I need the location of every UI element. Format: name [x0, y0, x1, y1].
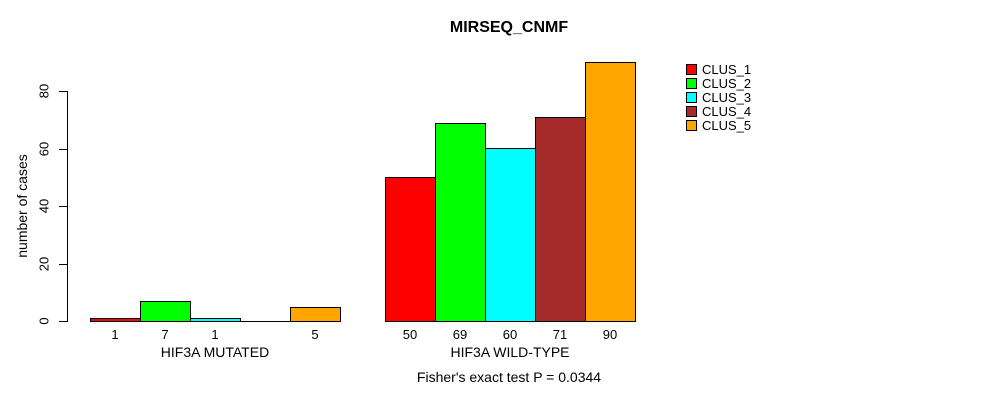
bar-clus_3-mutated	[190, 318, 241, 322]
bar-clus_5-mutated	[290, 307, 341, 322]
legend-item-clus_2: CLUS_2	[686, 77, 751, 90]
legend-label: CLUS_2	[702, 76, 752, 91]
bar-clus_5-wild-type	[585, 62, 636, 322]
bar-clus_1-wild-type	[385, 177, 436, 322]
legend-label: CLUS_1	[702, 62, 752, 77]
y-axis-tick	[59, 149, 67, 150]
bar-clus_2-wild-type	[435, 123, 486, 322]
y-axis-label: number of cases	[14, 154, 30, 258]
legend-item-clus_1: CLUS_1	[686, 63, 751, 76]
fisher-test-annotation: Fisher's exact test P = 0.0344	[416, 369, 602, 385]
y-axis-tick	[59, 91, 67, 92]
bar-value-label: 69	[452, 327, 468, 342]
bar-value-label: 50	[402, 327, 418, 342]
y-axis-tick-label: 80	[36, 83, 52, 99]
legend-item-clus_5: CLUS_5	[686, 119, 751, 132]
bar-clus_4-wild-type	[535, 117, 586, 322]
bar-value-label: 1	[211, 327, 219, 342]
legend: CLUS_1 CLUS_2 CLUS_3 CLUS_4 CLUS_5	[686, 63, 751, 133]
y-axis-tick	[59, 264, 67, 265]
y-axis-line	[67, 91, 68, 322]
legend-label: CLUS_5	[702, 118, 752, 133]
chart-title: MIRSEQ_CNMF	[449, 19, 569, 36]
clus_4-color-swatch	[686, 106, 697, 117]
y-axis-tick	[59, 321, 67, 322]
clus_2-color-swatch	[686, 78, 697, 89]
legend-label: CLUS_4	[702, 104, 752, 119]
clus_5-color-swatch	[686, 120, 697, 131]
bar-value-label: 90	[602, 327, 618, 342]
bar-clus_1-mutated	[90, 318, 141, 322]
group-label: HIF3A MUTATED	[160, 344, 270, 360]
legend-item-clus_4: CLUS_4	[686, 105, 751, 118]
y-axis-tick-label: 40	[36, 198, 52, 214]
bar-value-label: 5	[311, 327, 319, 342]
bar-value-label: 71	[552, 327, 568, 342]
y-axis-tick-label: 60	[36, 141, 52, 157]
bar-value-label: 1	[111, 327, 119, 342]
legend-item-clus_3: CLUS_3	[686, 91, 751, 104]
y-axis-tick	[59, 206, 67, 207]
bar-value-label: 7	[161, 327, 169, 342]
group-label: HIF3A WILD-TYPE	[450, 344, 570, 360]
clus_1-color-swatch	[686, 64, 697, 75]
y-axis-tick-label: 0	[36, 317, 52, 325]
bar-value-label: 60	[502, 327, 518, 342]
bar-clus_2-mutated	[140, 301, 191, 322]
bar-clus_3-wild-type	[485, 148, 536, 322]
y-axis-tick-label: 20	[36, 256, 52, 272]
legend-label: CLUS_3	[702, 90, 752, 105]
clus_3-color-swatch	[686, 92, 697, 103]
